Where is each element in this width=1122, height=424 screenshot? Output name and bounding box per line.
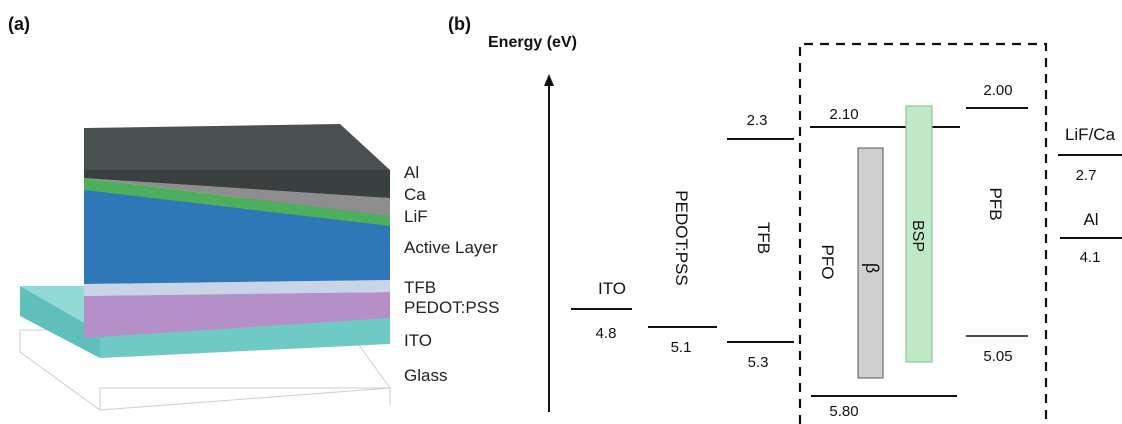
al-layer <box>84 124 390 198</box>
pedot-name: PEDOT:PSS <box>672 190 691 285</box>
al-name: Al <box>1083 210 1098 229</box>
layer-label-ito: ITO <box>404 331 433 350</box>
al-value: 4.1 <box>1080 249 1101 266</box>
pedot-pss-layer <box>84 292 390 338</box>
pfb-upper-value: 2.00 <box>983 82 1012 99</box>
pfo-name: PFO <box>818 245 837 280</box>
panel-b-label: (b) <box>448 14 471 34</box>
energy-axis-arrowhead <box>544 74 554 86</box>
pfo-upper-value: 2.10 <box>829 106 858 123</box>
tfb-upper-value: 2.3 <box>747 112 768 129</box>
ito-value: 4.8 <box>596 325 617 342</box>
ito-name: ITO <box>598 279 626 298</box>
bsp-bar <box>905 105 933 363</box>
layer-label-tfb: TFB <box>404 278 437 297</box>
layer-label-glass: Glass <box>404 366 448 385</box>
lifca-value: 2.7 <box>1076 167 1097 184</box>
pedot-value: 5.1 <box>671 339 692 356</box>
tfb-lower-value: 5.3 <box>748 354 769 371</box>
energy-axis-label: Energy (eV) <box>488 34 577 51</box>
beta-phase-label: β <box>862 263 882 273</box>
bsp-label: BSP <box>909 220 926 252</box>
tfb-name: TFB <box>754 222 773 254</box>
layer-label-pedot: PEDOT:PSS <box>404 298 500 317</box>
lif-layer <box>84 178 390 226</box>
panel-a-label: (a) <box>8 14 30 34</box>
layer-label-lif: LiF <box>404 207 428 226</box>
pfb-lower-value: 5.05 <box>983 348 1012 365</box>
lifca-name: LiF/Ca <box>1065 125 1116 144</box>
pfb-name: PFB <box>986 187 1005 220</box>
emissive-layer-box <box>798 42 1048 424</box>
tfb-layer <box>84 280 390 296</box>
layer-label-ca: Ca <box>404 185 426 204</box>
layer-label-active: Active Layer <box>404 238 498 257</box>
pfo-lower-value: 5.80 <box>829 403 858 420</box>
beta-phase-bar <box>857 147 884 379</box>
layer-label-al: Al <box>404 163 420 182</box>
device-stack-illustration <box>19 124 391 411</box>
